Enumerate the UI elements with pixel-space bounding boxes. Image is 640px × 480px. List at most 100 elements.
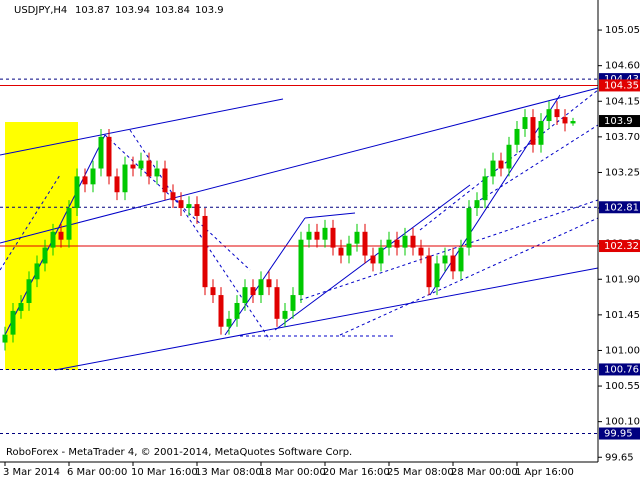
candle-body	[266, 279, 272, 288]
candle-body	[106, 136, 112, 177]
candle-body	[354, 231, 360, 244]
candle-body	[258, 279, 264, 296]
candle-body	[98, 136, 104, 169]
candle-body	[522, 117, 528, 129]
candle-body	[434, 263, 440, 288]
candle-body	[274, 287, 280, 319]
candle-body	[458, 247, 464, 272]
plot-area	[0, 78, 598, 435]
candle-body	[10, 310, 16, 335]
level-label: 100.76	[604, 364, 639, 375]
y-tick-label: 104.60	[605, 61, 640, 72]
candle-body	[50, 231, 56, 248]
candle-body	[346, 243, 352, 256]
y-tick-label: 100.10	[605, 417, 640, 428]
y-tick-label: 99.65	[605, 452, 634, 463]
candle-body	[338, 247, 344, 256]
candle-body	[82, 176, 88, 185]
candle-body	[2, 334, 8, 343]
candle-body	[378, 247, 384, 264]
candle-body	[234, 302, 240, 319]
candle-body	[538, 121, 544, 145]
level-label-bg	[599, 79, 640, 92]
candle-body	[186, 204, 192, 209]
y-tick-label: 101.00	[605, 345, 640, 356]
candle-body	[314, 231, 320, 240]
level-label: 102.32	[604, 241, 639, 252]
candle-body	[42, 247, 48, 264]
x-tick-label: 6 Mar 00:00	[67, 467, 127, 478]
candle-body	[66, 208, 72, 240]
candle-body	[242, 287, 248, 303]
candle-body	[194, 204, 200, 216]
candle-body	[250, 287, 256, 296]
level-label-bg	[599, 240, 640, 253]
candle-body	[562, 117, 568, 124]
candle-body	[26, 279, 32, 303]
footer: RoboForex - MetaTrader 4, © 2001-2014, M…	[6, 447, 352, 458]
level-label-bg	[599, 427, 640, 440]
candle-body	[218, 295, 224, 327]
y-tick-label: 103.70	[605, 132, 640, 143]
trend-annotations	[0, 87, 599, 371]
candle-body	[114, 176, 120, 193]
candle-body	[482, 176, 488, 201]
y-tick-label: 104.15	[605, 96, 640, 107]
candle-body	[410, 235, 416, 248]
candle-body	[426, 255, 432, 288]
candle-body	[498, 160, 504, 169]
candle-body	[210, 287, 216, 296]
candle-body	[402, 235, 408, 248]
candle-body	[546, 109, 552, 122]
candle-body	[490, 160, 496, 177]
candle-body	[90, 168, 96, 185]
y-tick-label: 101.90	[605, 274, 640, 285]
candle-body	[18, 302, 24, 311]
level-label: 99.95	[604, 429, 633, 440]
candle-body	[202, 215, 208, 288]
current-price-bg	[599, 115, 640, 128]
candle-body	[298, 239, 304, 296]
candle-body	[58, 231, 64, 240]
candle-body	[330, 227, 336, 248]
level-label: 102.81	[604, 202, 639, 213]
candle-body	[362, 231, 368, 256]
candle-body	[290, 295, 296, 311]
candle-body	[122, 164, 128, 193]
header-high: 103.94	[115, 5, 150, 16]
header-low: 103.84	[155, 5, 190, 16]
x-tick-label: 1 Apr 16:00	[515, 467, 574, 478]
candle-body	[226, 318, 232, 327]
candle-body	[282, 310, 288, 319]
header-open: 103.87	[75, 5, 110, 16]
x-tick-label: 28 Mar 00:00	[451, 467, 518, 478]
candle-body	[370, 255, 376, 264]
candle-body	[146, 160, 152, 177]
candle-body	[170, 192, 176, 201]
x-tick-label: 25 Mar 08:00	[387, 467, 454, 478]
x-tick-label: 3 Mar 2014	[3, 467, 60, 478]
x-tick-label: 13 Mar 08:00	[195, 467, 262, 478]
candle-body	[554, 109, 560, 118]
candle-body	[154, 168, 160, 177]
candle-body	[418, 247, 424, 256]
candle-body	[306, 231, 312, 240]
level-label-bg	[599, 363, 640, 376]
candle-body	[162, 168, 168, 193]
x-tick-label: 20 Mar 16:00	[323, 467, 390, 478]
header-close: 103.9	[195, 5, 224, 16]
candle-body	[530, 117, 536, 145]
candle-body	[74, 176, 80, 209]
y-tick-label: 105.05	[605, 25, 640, 36]
x-tick-label: 18 Mar 00:00	[259, 467, 326, 478]
candle-body	[138, 160, 144, 169]
candle-body	[474, 200, 480, 209]
x-tick-label: 10 Mar 16:00	[131, 467, 198, 478]
candle-body	[178, 200, 184, 209]
candle-body	[450, 255, 456, 272]
y-tick-label: 101.45	[605, 310, 640, 321]
candle-body	[506, 144, 512, 169]
candle-body	[514, 128, 520, 145]
candle-body	[34, 263, 40, 280]
